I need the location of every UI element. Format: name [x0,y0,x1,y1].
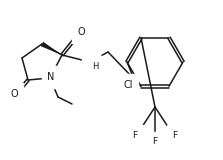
Text: F: F [153,137,158,147]
Text: F: F [132,131,138,140]
Text: F: F [172,131,178,140]
Text: N: N [47,72,55,82]
Text: Cl: Cl [123,80,133,90]
Text: H: H [92,61,98,71]
Text: O: O [10,89,18,99]
Text: O: O [77,27,85,37]
Text: N: N [87,56,95,66]
Polygon shape [41,42,62,55]
